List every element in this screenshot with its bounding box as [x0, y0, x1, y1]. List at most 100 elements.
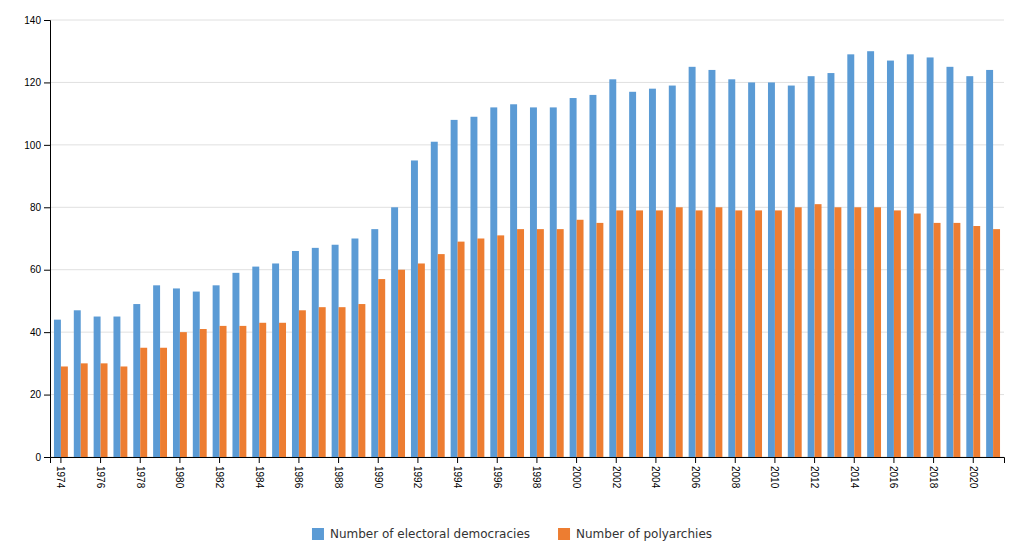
x-tick-label: 1990 [373, 466, 384, 489]
x-tick-mark [933, 457, 934, 463]
bar [220, 326, 227, 457]
bar [490, 107, 497, 457]
bar [808, 76, 815, 457]
x-tick: 1976 [95, 457, 106, 489]
x-tick: 2018 [928, 457, 939, 489]
bar [200, 329, 207, 457]
bar [418, 263, 425, 457]
grid-line [50, 144, 1004, 145]
x-tick-label: 1998 [531, 466, 542, 489]
y-tick: 80 [30, 202, 50, 213]
x-tick: 2006 [690, 457, 701, 489]
bar [669, 86, 676, 457]
x-tick: 1974 [55, 457, 66, 489]
y-tick: 0 [35, 452, 50, 463]
bar [94, 317, 101, 457]
y-tick-mark [44, 207, 50, 208]
x-tick-label: 1988 [333, 466, 344, 489]
bar [894, 210, 901, 457]
x-tick-label: 2020 [968, 466, 979, 489]
bar [133, 304, 140, 457]
bar [232, 273, 239, 457]
bar [788, 86, 795, 457]
bar [252, 267, 259, 457]
bar [180, 332, 187, 457]
y-tick-label: 140 [24, 15, 41, 26]
x-tick: 1978 [135, 457, 146, 489]
x-tick: 1996 [492, 457, 503, 489]
bar [398, 270, 405, 457]
y-tick-label: 80 [30, 202, 42, 213]
bar [530, 107, 537, 457]
bar [74, 310, 81, 457]
bar [431, 142, 438, 457]
x-tick-mark [378, 457, 379, 463]
bar [874, 207, 881, 457]
y-tick-mark [44, 332, 50, 333]
plot: 0204060801001201401974197619781980198219… [24, 15, 1004, 489]
bar [775, 210, 782, 457]
bar [815, 204, 822, 457]
x-tick-label: 1978 [135, 466, 146, 489]
bar [279, 323, 286, 457]
x-tick: 1984 [254, 457, 265, 489]
bars [54, 51, 1000, 457]
y-tick-mark [44, 457, 50, 458]
y-tick-mark [44, 20, 50, 21]
y-tick-label: 20 [30, 389, 42, 400]
x-tick-mark [616, 457, 617, 463]
x-tick-mark [854, 457, 855, 463]
x-tick: 1982 [214, 457, 225, 489]
legend-label: Number of polyarchies [576, 527, 712, 541]
grid-line [50, 82, 1004, 83]
bar [986, 70, 993, 457]
bar [54, 320, 61, 457]
y-tick-label: 0 [35, 452, 41, 463]
x-tick-label: 1982 [214, 466, 225, 489]
bar [332, 245, 339, 457]
x-tick-mark [814, 457, 815, 463]
bar [636, 210, 643, 457]
x-tick-label: 2008 [730, 466, 741, 489]
bar [914, 214, 921, 457]
bar [438, 254, 445, 457]
bar [537, 229, 544, 457]
bar [391, 207, 398, 457]
x-tick-label: 1974 [55, 466, 66, 489]
x-axis: 1974197619781980198219841986198819901992… [51, 457, 1005, 489]
grid [50, 20, 1004, 457]
x-tick-mark [338, 457, 339, 463]
bar [458, 242, 465, 457]
x-tick-mark [298, 457, 299, 463]
y-tick-mark [44, 395, 50, 396]
bar [854, 207, 861, 457]
bar [351, 239, 358, 458]
bar [946, 67, 953, 457]
x-tick: 1988 [333, 457, 344, 489]
legend-swatch [558, 528, 570, 540]
y-tick: 60 [30, 264, 50, 275]
x-tick-label: 1986 [293, 466, 304, 489]
x-tick-mark [576, 457, 577, 463]
bar-series [54, 51, 993, 457]
x-tick: 2010 [769, 457, 780, 489]
x-tick: 1990 [373, 457, 384, 489]
bar [497, 235, 504, 457]
y-tick-mark [44, 82, 50, 83]
x-tick-mark [774, 457, 775, 463]
x-tick: 1986 [293, 457, 304, 489]
bar [927, 57, 934, 457]
x-tick: 1994 [452, 457, 463, 489]
bar [847, 54, 854, 457]
x-tick-mark [695, 457, 696, 463]
x-tick-mark [417, 457, 418, 463]
x-tick-label: 2016 [888, 466, 899, 489]
y-tick: 120 [24, 77, 50, 88]
bar [589, 95, 596, 457]
bar [510, 104, 517, 457]
x-tick-mark [893, 457, 894, 463]
x-tick-label: 2018 [928, 466, 939, 489]
x-tick-mark [735, 457, 736, 463]
y-axis: 020406080100120140 [24, 15, 50, 463]
bar [689, 67, 696, 457]
